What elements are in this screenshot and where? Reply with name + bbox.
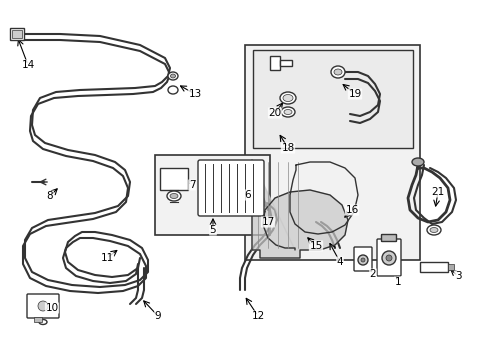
Ellipse shape: [411, 158, 423, 166]
Ellipse shape: [280, 92, 295, 104]
Bar: [34, 317, 42, 322]
Ellipse shape: [283, 94, 292, 102]
Ellipse shape: [170, 74, 175, 78]
Text: 3: 3: [454, 271, 460, 281]
Text: 6: 6: [244, 190, 251, 200]
Bar: [10, 28, 24, 40]
Bar: [12, 30, 22, 38]
Bar: [447, 264, 453, 270]
Bar: [269, 56, 280, 70]
Text: 11: 11: [100, 253, 113, 263]
Text: 13: 13: [188, 89, 201, 99]
Text: 4: 4: [336, 257, 343, 267]
Ellipse shape: [284, 109, 291, 114]
Ellipse shape: [357, 255, 367, 265]
FancyBboxPatch shape: [155, 155, 269, 235]
Ellipse shape: [333, 69, 341, 75]
Text: 15: 15: [309, 241, 322, 251]
Ellipse shape: [426, 225, 440, 235]
Text: 17: 17: [261, 217, 274, 227]
Text: 2: 2: [369, 269, 376, 279]
Ellipse shape: [381, 251, 395, 265]
FancyBboxPatch shape: [376, 239, 400, 276]
Bar: [280, 60, 291, 66]
FancyBboxPatch shape: [27, 294, 59, 318]
Text: 18: 18: [281, 143, 294, 153]
Text: 19: 19: [347, 89, 361, 99]
Ellipse shape: [429, 228, 437, 233]
Ellipse shape: [330, 66, 345, 78]
Ellipse shape: [385, 255, 391, 261]
Ellipse shape: [167, 191, 181, 201]
Bar: [419, 262, 447, 272]
FancyBboxPatch shape: [252, 50, 412, 148]
Ellipse shape: [168, 72, 178, 80]
Ellipse shape: [170, 194, 178, 198]
Text: 10: 10: [45, 303, 59, 313]
Ellipse shape: [360, 258, 364, 262]
Ellipse shape: [38, 301, 48, 311]
FancyBboxPatch shape: [353, 247, 371, 271]
Text: 9: 9: [154, 311, 161, 321]
Ellipse shape: [168, 86, 178, 94]
Text: 16: 16: [345, 205, 358, 215]
FancyBboxPatch shape: [244, 45, 419, 260]
FancyBboxPatch shape: [160, 168, 187, 190]
Ellipse shape: [281, 107, 294, 117]
Text: 7: 7: [188, 180, 195, 190]
Text: 12: 12: [251, 311, 264, 321]
Ellipse shape: [39, 320, 47, 324]
Ellipse shape: [246, 163, 259, 173]
Text: 20: 20: [268, 108, 281, 118]
Text: 21: 21: [430, 187, 444, 197]
Polygon shape: [251, 160, 347, 258]
FancyBboxPatch shape: [381, 234, 396, 242]
Text: 1: 1: [394, 277, 401, 287]
FancyBboxPatch shape: [198, 160, 264, 216]
Text: 14: 14: [21, 60, 35, 70]
Text: 5: 5: [209, 225, 216, 235]
Text: 8: 8: [46, 191, 53, 201]
